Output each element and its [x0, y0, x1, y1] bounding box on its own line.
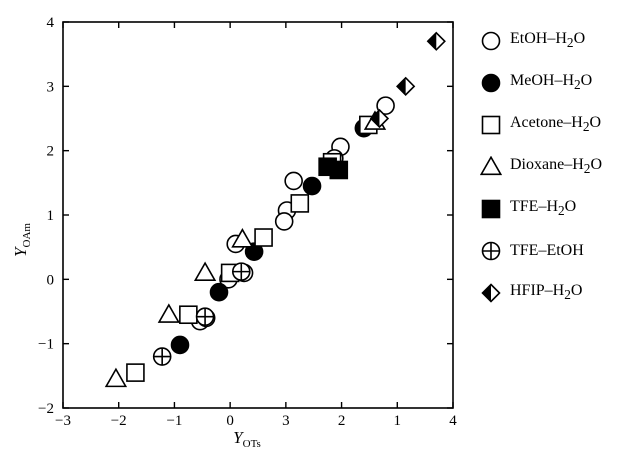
legend-marker-shape [481, 31, 501, 51]
x-tick-label: 2 [338, 413, 346, 429]
data-points [104, 31, 446, 388]
x-axis: −3 −2 −1 0 3 2 1 4 [55, 22, 457, 429]
plot-border [62, 21, 454, 409]
legend-marker-shape [481, 73, 501, 93]
legend-item: HFIP–H2O [480, 282, 582, 304]
data-point [284, 171, 303, 191]
y-tick-label: 4 [47, 15, 55, 31]
data-point [376, 96, 395, 115]
data-point [231, 262, 251, 281]
legend-label: TFE–EtOH [510, 242, 584, 259]
data-point [179, 305, 198, 325]
legend-label: EtOH–H2O [510, 30, 586, 51]
legend-label: HFIP–H2O [510, 282, 583, 303]
legend-marker [481, 241, 501, 261]
data-point [152, 347, 172, 366]
legend-marker-shape [481, 241, 501, 261]
x-tick-label: −3 [55, 413, 71, 429]
y-tick-label: 3 [47, 79, 55, 95]
x-axis-label: YOTs [233, 428, 261, 450]
y-tick-label: −2 [38, 401, 54, 417]
legend-item: EtOH–H2O [480, 30, 585, 52]
legend-marker-shape [481, 199, 501, 219]
x-tick-label: 0 [226, 413, 234, 429]
legend-marker [481, 115, 501, 135]
data-point [193, 261, 217, 282]
y-axis-label: YOAm [11, 223, 33, 257]
data-point [274, 212, 294, 231]
y-tick-label: 1 [47, 208, 55, 224]
legend-item: Acetone–H2O [480, 114, 601, 136]
data-point [209, 282, 229, 302]
data-point [195, 307, 215, 326]
legend-item: TFE–EtOH [480, 240, 584, 262]
legend-marker [481, 199, 501, 219]
data-point [290, 194, 310, 213]
y-tick-label: 2 [47, 144, 55, 160]
legend-marker [480, 156, 502, 176]
data-point [254, 228, 273, 247]
data-point [104, 367, 128, 388]
data-point [170, 335, 190, 355]
y-axis: −2 −1 0 1 2 3 4 [38, 15, 453, 417]
y-tick-label: −1 [38, 337, 54, 353]
data-point [426, 31, 446, 51]
data-point [369, 108, 390, 129]
x-tick-label: −2 [111, 413, 127, 429]
legend-marker [481, 73, 501, 93]
legend-item: Dioxane–H2O [480, 156, 602, 178]
legend-label: Dioxane–H2O [510, 156, 602, 177]
legend-item: MeOH–H2O [480, 72, 592, 94]
x-tick-label: 3 [282, 413, 290, 429]
legend-label: Acetone–H2O [510, 114, 602, 135]
legend-marker [481, 31, 501, 51]
data-point [329, 160, 349, 180]
data-point [231, 228, 254, 248]
y-tick-label: 0 [47, 272, 55, 288]
legend-marker-shape [480, 156, 502, 176]
x-tick-label: −1 [166, 413, 182, 429]
data-point [396, 76, 416, 96]
legend-label: MeOH–H2O [510, 72, 593, 93]
x-tick-label: 1 [394, 413, 402, 429]
legend-marker-shape [481, 283, 501, 303]
data-point [302, 176, 322, 196]
data-point [126, 363, 145, 382]
plot-frame [62, 21, 454, 409]
legend-marker-shape [481, 115, 501, 135]
legend-label: TFE–H2O [510, 198, 577, 219]
data-point [157, 303, 181, 323]
legend-item: TFE–H2O [480, 198, 576, 220]
x-tick-label: 4 [449, 413, 457, 429]
legend-marker [481, 283, 501, 303]
